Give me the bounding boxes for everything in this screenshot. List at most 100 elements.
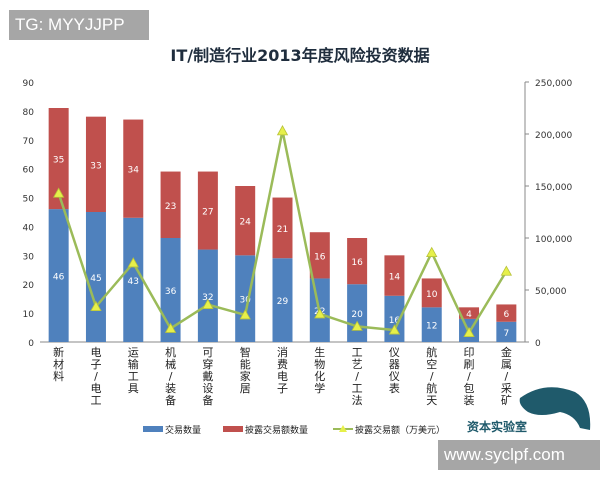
logo-text: 资本实验室 xyxy=(467,420,528,434)
chart-title: IT/制造行业2013年度风险投资数据 xyxy=(170,46,429,65)
bar-disclosed-count xyxy=(197,171,218,250)
right-tick-label: 150,000 xyxy=(535,183,572,193)
category-label: 消费电子 xyxy=(277,345,288,395)
category-label: 可穿戴设备 xyxy=(202,346,213,407)
bar-disclosed-count xyxy=(272,197,293,259)
left-tick-label: 20 xyxy=(23,281,35,291)
bar-trade-count xyxy=(272,258,293,342)
line-marker-triangle xyxy=(90,300,102,312)
legend-label: 披露交易额（万美元） xyxy=(355,424,445,436)
legend-swatch-trade-count xyxy=(143,426,163,432)
left-tick-label: 0 xyxy=(28,339,34,349)
data-label-disclosed-count: 4 xyxy=(466,310,472,320)
bar-disclosed-count xyxy=(309,232,330,279)
data-label-disclosed-count: 34 xyxy=(128,166,140,176)
bar-disclosed-count xyxy=(85,116,106,212)
line-marker-triangle xyxy=(127,257,139,268)
data-label-disclosed-count: 35 xyxy=(53,156,64,166)
bar-trade-count xyxy=(123,217,144,342)
data-label-disclosed-count: 10 xyxy=(426,290,438,300)
line-marker-triangle xyxy=(426,246,438,257)
left-tick-label: 70 xyxy=(23,137,35,147)
line-marker-triangle xyxy=(52,187,65,198)
watermark-top-left: TG: MYYJJPP xyxy=(9,10,149,40)
right-tick-label: 50,000 xyxy=(535,287,567,297)
data-label-trade-count: 29 xyxy=(277,297,289,307)
legend-marker-triangle xyxy=(339,425,347,432)
data-label-disclosed-count: 14 xyxy=(389,273,401,283)
data-label-trade-count: 30 xyxy=(239,296,251,306)
data-label-trade-count: 12 xyxy=(426,322,437,332)
right-tick-label: 0 xyxy=(535,339,541,349)
line-marker-triangle xyxy=(463,326,475,338)
category-label: 仪器仪表 xyxy=(389,346,400,395)
bar-disclosed-count xyxy=(459,307,480,319)
line-marker-triangle xyxy=(164,322,177,333)
bar-trade-count xyxy=(496,321,517,342)
category-label: 金属/采矿 xyxy=(501,345,512,407)
category-label: 电子/电工 xyxy=(90,346,101,407)
category-label: 航空/航天 xyxy=(426,345,437,407)
bar-trade-count xyxy=(421,307,442,342)
bar-trade-count xyxy=(197,249,218,342)
data-label-disclosed-count: 21 xyxy=(277,225,288,235)
watermark-bottom-right: www.syclpf.com xyxy=(438,440,600,470)
data-label-disclosed-count: 23 xyxy=(165,202,176,212)
line-marker-triangle xyxy=(239,309,251,320)
bar-trade-count xyxy=(235,255,256,342)
category-label: 机械/装备 xyxy=(165,345,176,407)
legend-swatch-disclosed-count xyxy=(223,426,243,432)
bar-disclosed-count xyxy=(421,278,442,308)
data-label-trade-count: 43 xyxy=(128,277,139,287)
data-label-disclosed-count: 6 xyxy=(503,310,509,320)
category-label: 生物化学 xyxy=(314,345,325,395)
category-label: 新材料 xyxy=(53,345,64,383)
bar-disclosed-count xyxy=(48,108,69,210)
logo-panther-icon xyxy=(519,387,591,430)
bar-disclosed-count xyxy=(384,255,405,296)
legend-label: 披露交易额数量 xyxy=(245,424,308,436)
data-label-disclosed-count: 16 xyxy=(314,252,326,262)
data-label-disclosed-count: 27 xyxy=(202,208,213,218)
right-tick-label: 200,000 xyxy=(535,131,572,141)
bar-trade-count xyxy=(85,212,106,342)
data-label-trade-count: 45 xyxy=(90,274,101,284)
data-label-trade-count: 32 xyxy=(202,293,213,303)
line-marker-triangle xyxy=(351,320,363,331)
category-label: 工艺/工法 xyxy=(352,346,363,407)
category-label: 运输工具 xyxy=(128,346,139,395)
line-marker-triangle xyxy=(314,308,326,319)
data-label-disclosed-count: 33 xyxy=(90,161,101,171)
category-label: 智能家居 xyxy=(240,345,251,395)
data-label-trade-count: 7 xyxy=(503,329,509,339)
left-tick-label: 60 xyxy=(23,166,35,176)
data-label-trade-count: 20 xyxy=(351,310,363,320)
data-label-disclosed-count: 24 xyxy=(239,218,251,228)
line-marker-triangle xyxy=(388,324,401,335)
category-label: 印刷/包装 xyxy=(464,346,475,407)
data-label-trade-count: 16 xyxy=(389,316,401,326)
line-marker-triangle xyxy=(500,265,513,276)
right-tick-label: 250,000 xyxy=(535,79,572,89)
left-tick-label: 50 xyxy=(23,195,35,205)
left-tick-label: 40 xyxy=(23,223,35,233)
bar-disclosed-count xyxy=(235,186,256,256)
bar-disclosed-count xyxy=(123,119,144,218)
data-label-disclosed-count: 16 xyxy=(351,258,363,268)
bar-trade-count xyxy=(48,209,69,342)
bar-trade-count xyxy=(160,238,181,342)
left-tick-label: 10 xyxy=(23,310,35,320)
line-marker-triangle xyxy=(202,298,214,309)
bar-disclosed-count xyxy=(160,171,181,238)
left-tick-label: 80 xyxy=(23,108,35,118)
right-tick-label: 100,000 xyxy=(535,235,572,245)
bar-disclosed-count xyxy=(496,304,517,322)
legend-label: 交易数量 xyxy=(165,424,201,436)
bar-disclosed-count xyxy=(347,238,368,285)
left-tick-label: 30 xyxy=(23,252,35,262)
line-marker-triangle xyxy=(276,125,289,136)
data-label-trade-count: 46 xyxy=(53,273,65,283)
left-tick-label: 90 xyxy=(23,79,35,89)
data-label-trade-count: 36 xyxy=(165,287,177,297)
